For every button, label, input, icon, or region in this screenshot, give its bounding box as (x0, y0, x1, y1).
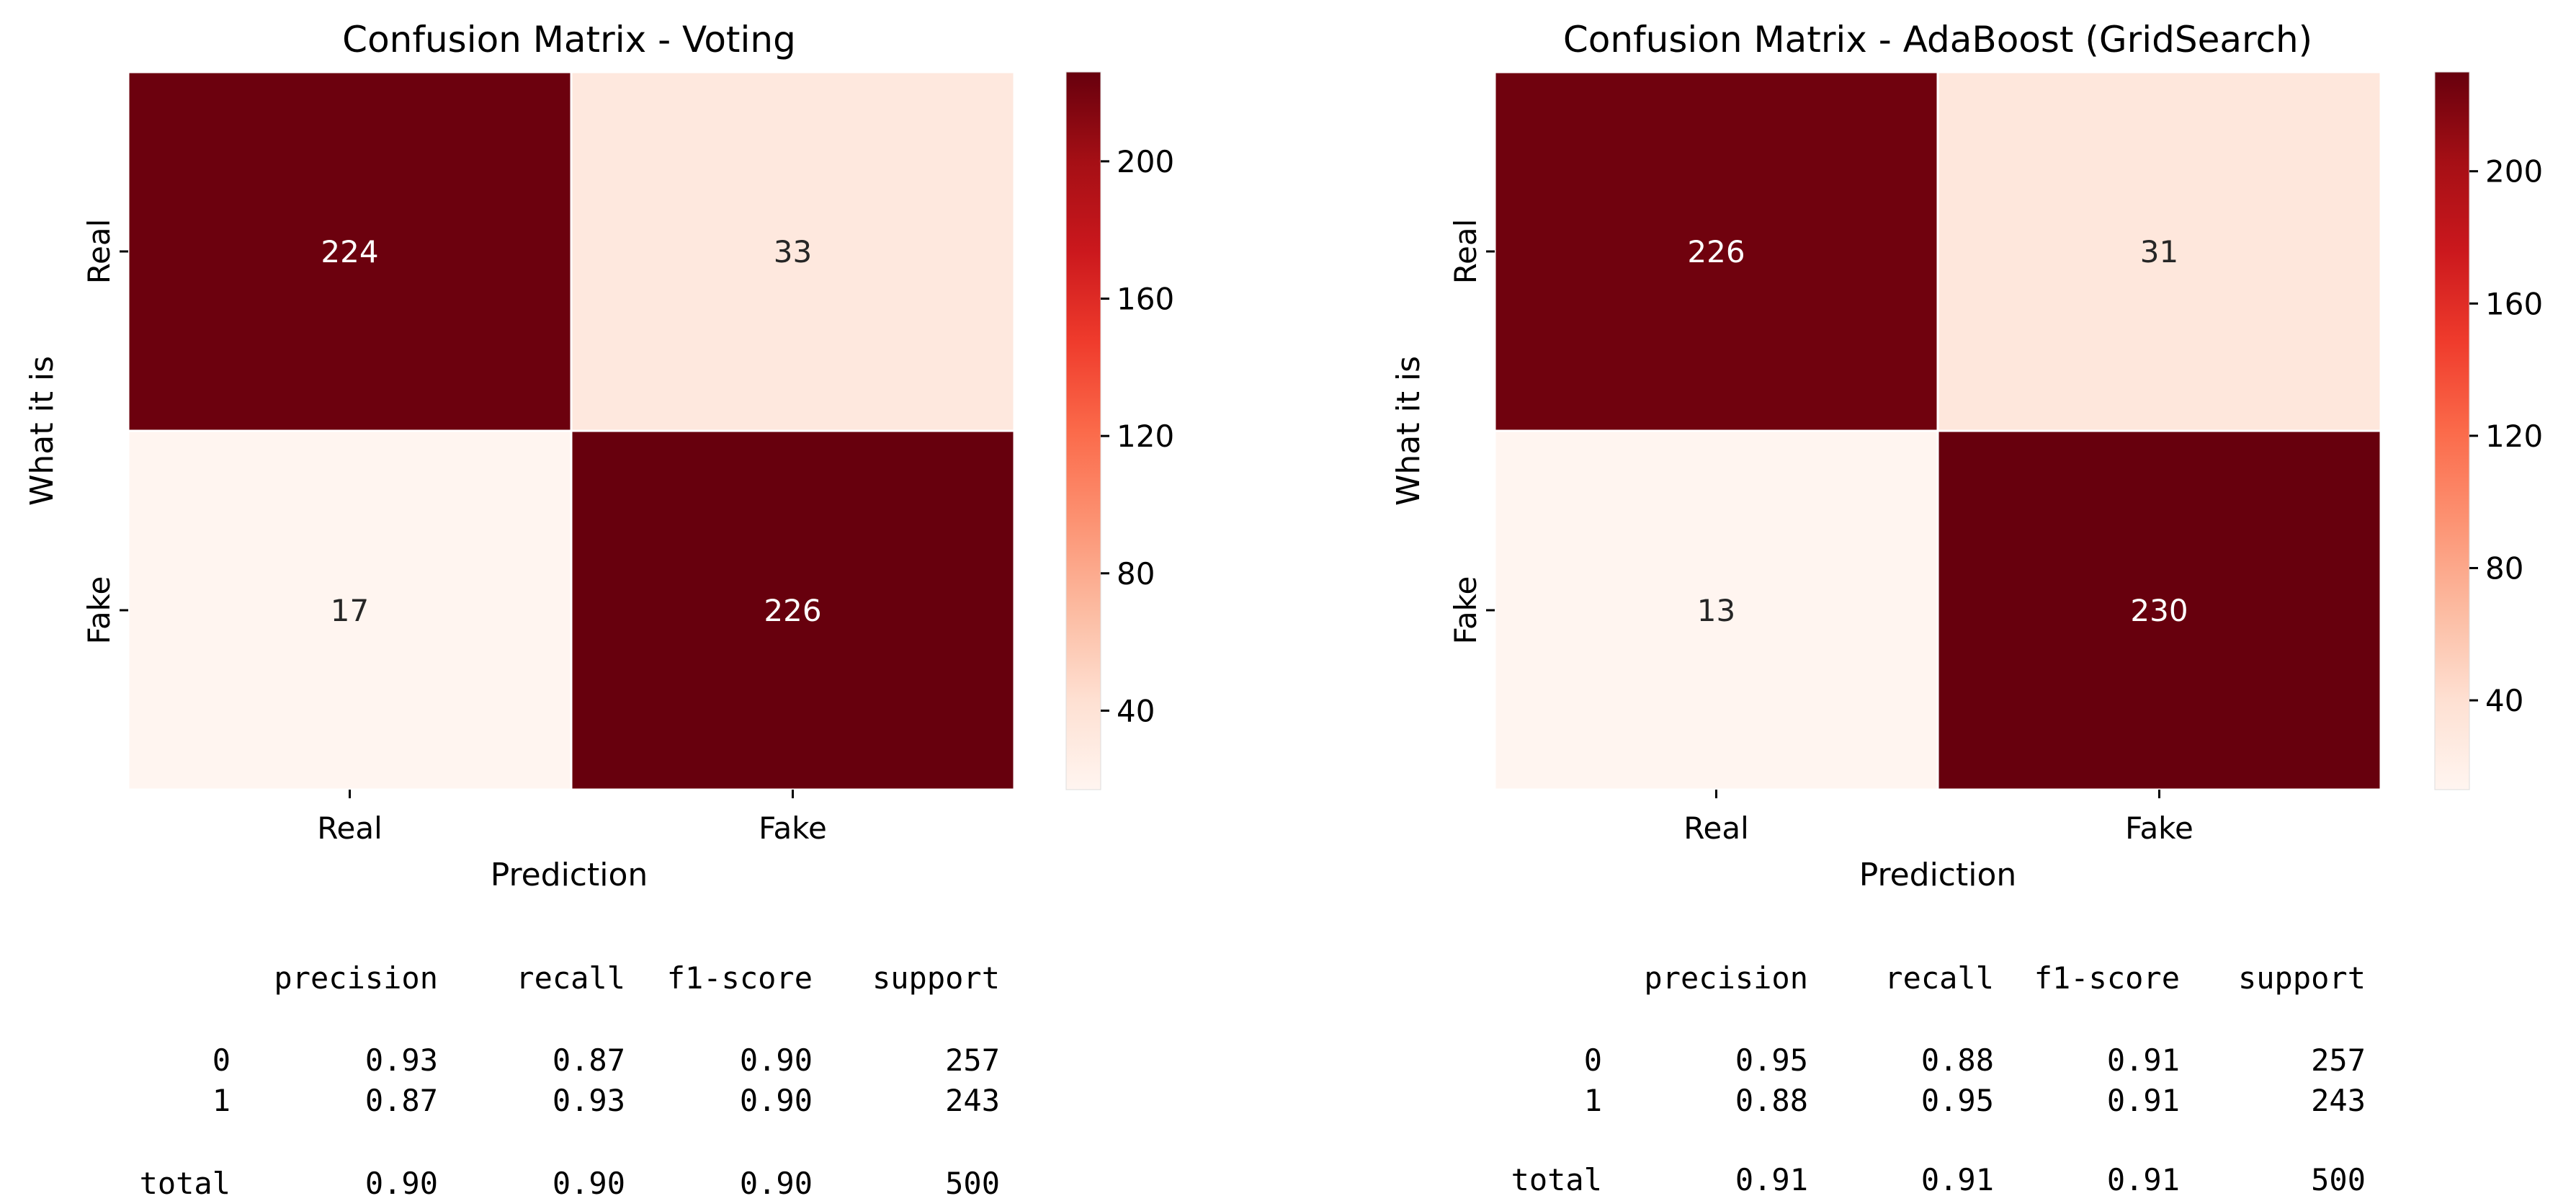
x-tick-label: Fake (2125, 811, 2193, 846)
heatmap-cell (1936, 429, 2382, 791)
report-header: f1-score (666, 960, 813, 996)
report-cell: 0.91 (2106, 1083, 2180, 1118)
x-axis-label: Prediction (491, 857, 648, 893)
report-header: support (2237, 960, 2366, 996)
report-cell: 500 (2311, 1162, 2366, 1197)
colorbar-tick-label: 80 (1117, 556, 1155, 591)
report-header: recall (516, 960, 625, 996)
y-tick-label: Fake (81, 576, 117, 645)
chart-title: Confusion Matrix - Voting (342, 19, 796, 61)
colorbar-tick-label: 40 (2485, 683, 2523, 718)
x-tick-label: Real (317, 811, 383, 846)
report-row-label: 0 (212, 1042, 231, 1078)
heatmap-cell (127, 71, 573, 432)
report-cell: 0.95 (1920, 1083, 1994, 1118)
report-cell: 257 (2311, 1042, 2366, 1078)
y-tick-label: Fake (1448, 576, 1483, 645)
report-cell: 0.87 (552, 1042, 625, 1078)
report-header: precision (1644, 960, 1808, 996)
report-cell: 0.95 (1735, 1042, 1808, 1078)
report-cell: 0.91 (1920, 1162, 1994, 1197)
cell-value-label: 226 (764, 593, 821, 628)
cell-value-label: 13 (1697, 593, 1735, 628)
colorbar-tick-label: 160 (1117, 282, 1174, 317)
report-cell: 0.90 (739, 1083, 813, 1118)
colorbar (1065, 71, 1101, 790)
report-cell: 0.91 (1735, 1162, 1808, 1197)
report-cell: 243 (2311, 1083, 2366, 1118)
report-row-label: total (1511, 1162, 1602, 1197)
colorbar (2434, 71, 2470, 790)
heatmap-cell (1936, 71, 2382, 432)
cell-value-label: 31 (2140, 234, 2178, 269)
report-cell: 0.90 (739, 1042, 813, 1078)
colorbar-tick-label: 200 (1117, 144, 1174, 179)
x-tick-label: Real (1683, 811, 1749, 846)
colorbar-tick-label: 160 (2485, 286, 2543, 321)
colorbar-tick-label: 80 (2485, 550, 2523, 586)
heatmap-cell (1493, 71, 1939, 432)
report-cell: 0.87 (365, 1083, 438, 1118)
report-cell: 0.88 (1920, 1042, 1994, 1078)
cell-value-label: 226 (1687, 234, 1745, 269)
cell-value-label: 33 (774, 234, 812, 269)
report-row-label: 1 (1583, 1083, 1602, 1118)
colorbar-tick-label: 40 (1117, 693, 1155, 728)
report-cell: 0.90 (365, 1166, 438, 1201)
report-cell: 0.90 (552, 1166, 625, 1201)
heatmap-cell (570, 71, 1016, 432)
y-axis-label: What it is (1390, 356, 1427, 506)
chart-title: Confusion Matrix - AdaBoost (GridSearch) (1563, 19, 2312, 61)
y-tick-label: Real (1448, 219, 1483, 285)
report-cell: 0.93 (552, 1083, 625, 1118)
colorbar-tick-label: 120 (1117, 419, 1174, 454)
report-cell: 0.88 (1735, 1083, 1808, 1118)
report-cell: 0.93 (365, 1042, 438, 1078)
y-tick-label: Real (81, 219, 117, 285)
report-cell: 0.91 (2106, 1042, 2180, 1078)
report-row-label: total (139, 1166, 231, 1201)
cell-value-label: 224 (321, 234, 378, 269)
x-tick-label: Fake (759, 811, 827, 846)
report-header: support (872, 960, 1000, 996)
heatmap-cell (127, 429, 573, 791)
colorbar-tick-label: 200 (2485, 154, 2543, 189)
x-axis-label: Prediction (1859, 857, 2017, 893)
report-row-label: 1 (212, 1083, 231, 1118)
heatmap-cell (1493, 429, 1939, 791)
report-cell: 243 (945, 1083, 1000, 1118)
report-cell: 500 (945, 1166, 1000, 1201)
colorbar-tick-label: 120 (2485, 419, 2543, 454)
cell-value-label: 230 (2130, 593, 2188, 628)
report-cell: 0.91 (2106, 1162, 2180, 1197)
cell-value-label: 17 (331, 593, 369, 628)
report-header: recall (1884, 960, 1994, 996)
report-header: precision (274, 960, 438, 996)
report-cell: 0.90 (739, 1166, 813, 1201)
y-axis-label: What it is (24, 356, 61, 506)
report-row-label: 0 (1583, 1042, 1602, 1078)
report-header: f1-score (2034, 960, 2180, 996)
report-cell: 257 (945, 1042, 1000, 1078)
